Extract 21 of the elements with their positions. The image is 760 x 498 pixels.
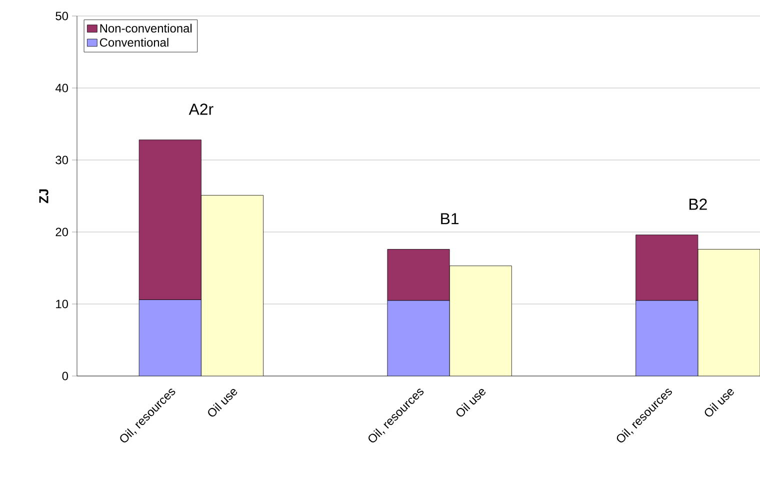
annotation: B2: [689, 198, 707, 210]
legend-label: Conventional: [100, 38, 168, 47]
y-tick-label: 50: [56, 12, 68, 20]
y-tick-label: 30: [56, 156, 68, 164]
bar: [450, 266, 512, 376]
bar: [139, 300, 202, 376]
y-tick-label: 0: [62, 372, 68, 380]
annotation: B1: [441, 213, 459, 224]
legend-label: Non-conventional: [100, 24, 192, 33]
y-tick-label: 40: [55, 84, 68, 92]
x-tick-label: Oil use: [704, 389, 734, 417]
annotation: A2r: [188, 104, 214, 115]
y-tick-label: 20: [56, 228, 68, 236]
x-tick-label: Oil use: [456, 389, 486, 417]
y-axis-title: ZJ: [39, 189, 48, 204]
bar: [201, 195, 264, 376]
bar: [698, 249, 760, 376]
x-tick-label: Oil use: [208, 389, 238, 417]
bar: [636, 300, 698, 376]
bar: [387, 300, 450, 376]
y-tick-label: 10: [56, 300, 68, 308]
